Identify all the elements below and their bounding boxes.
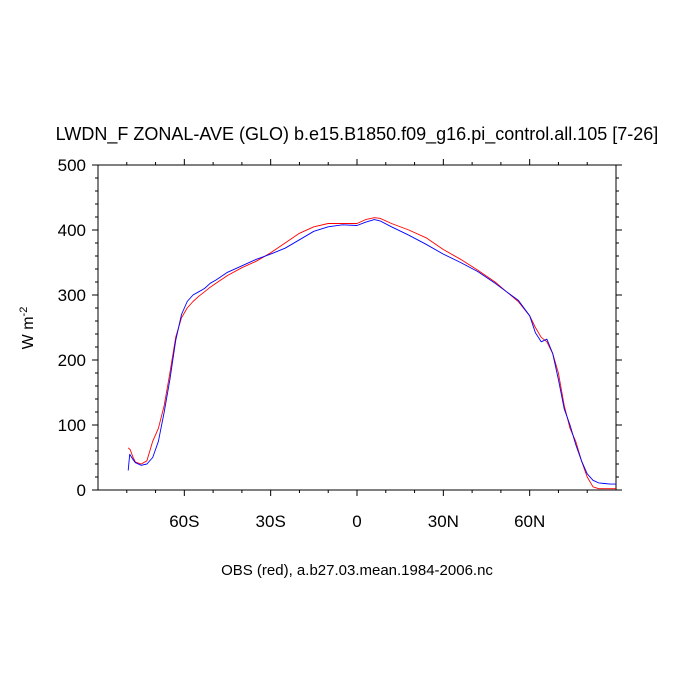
chart-title: LWDN_F ZONAL-AVE (GLO) b.e15.B1850.f09_g… [56,124,659,145]
y-tick-label: 100 [58,416,86,435]
x-tick-label: 60N [514,512,545,531]
axis-tick-labels: 0 100 200 300 400 500 60S 30S 0 30N 60N [58,156,546,531]
x-tick-label: 0 [352,512,361,531]
y-axis-label-base: W m [20,316,37,349]
y-axis-label: W m-2 [18,307,37,350]
y-tick-label: 500 [58,156,86,175]
x-tick-label: 60S [169,512,199,531]
y-tick-label: 400 [58,221,86,240]
chart-footnote: OBS (red), a.b27.03.mean.1984-2006.nc [221,562,493,579]
series-line-0 [127,217,616,490]
y-axis-label-exponent: -2 [18,307,30,317]
plot-frame [97,164,617,491]
y-tick-label: 200 [58,351,86,370]
y-tick-label: 0 [77,481,86,500]
plot-border [97,164,617,491]
series-layer [127,217,616,490]
axis-ticks [92,159,622,496]
x-tick-label: 30N [428,512,459,531]
x-tick-label: 30S [256,512,286,531]
series-line-1 [127,219,616,485]
y-tick-label: 300 [58,286,86,305]
